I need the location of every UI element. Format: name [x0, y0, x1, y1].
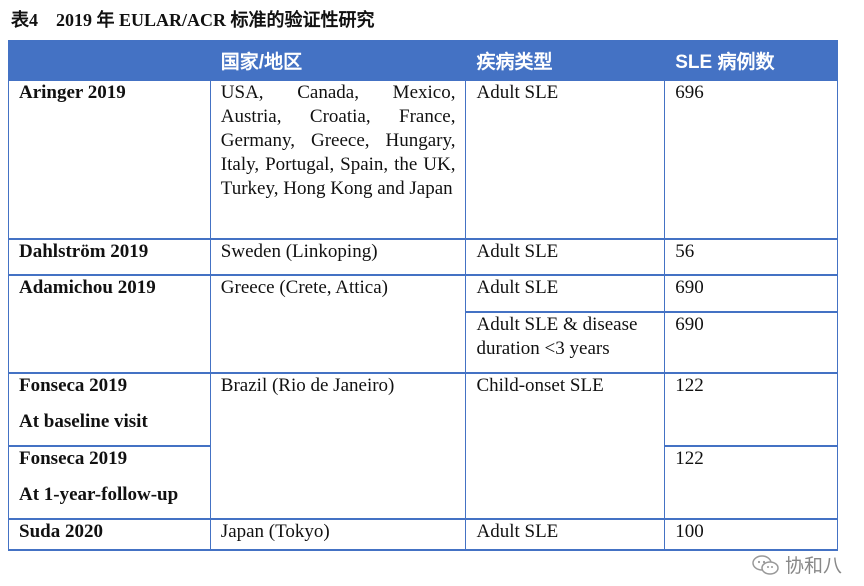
- disease-type-cell: Adult SLE: [465, 274, 666, 312]
- study-name: Dahlström 2019: [8, 238, 211, 275]
- table-row: Adult SLE & disease duration <3 years 69…: [9, 311, 838, 373]
- disease-type-cell: Adult SLE: [465, 238, 666, 275]
- disease-type-cell: Child-onset SLE: [465, 372, 666, 519]
- study-name: Fonseca 2019 At 1-year-follow-up: [8, 445, 211, 519]
- case-count-cell: 690: [664, 311, 838, 373]
- study-name-text: Fonseca 2019: [19, 375, 128, 396]
- header-country: 国家/地区: [209, 40, 467, 81]
- case-count-cell: 100: [664, 518, 838, 551]
- study-name-text: Fonseca 2019: [19, 448, 128, 469]
- header-disease-type: 疾病类型: [465, 40, 666, 81]
- table-row: Dahlström 2019 Sweden (Linkoping) Adult …: [8, 238, 838, 275]
- case-count-cell: 696: [664, 81, 838, 239]
- case-count-cell: 56: [664, 238, 838, 275]
- study-name: Fonseca 2019 At baseline visit: [8, 372, 211, 446]
- case-count-cell: 122: [664, 372, 838, 446]
- table-row: Adamichou 2019 Greece (Crete, Attica) Ad…: [8, 274, 838, 373]
- disease-type-cell: Adult SLE: [465, 81, 666, 239]
- table-row: Fonseca 2019 At 1-year-follow-up 122: [8, 445, 838, 519]
- country-cell: USA, Canada, Mexico, Austria, Croatia, F…: [209, 81, 467, 239]
- country-cell: Sweden (Linkoping): [209, 238, 467, 275]
- study-subtitle: At baseline visit: [19, 411, 148, 432]
- disease-type-cell: Adult SLE & disease duration <3 years: [465, 311, 666, 373]
- table-row: Aringer 2019 USA, Canada, Mexico, Austri…: [8, 81, 838, 239]
- header-study: [8, 40, 211, 81]
- table-row: Suda 2020 Japan (Tokyo) Adult SLE 100: [8, 518, 838, 551]
- study-name: Suda 2020: [8, 518, 211, 551]
- wechat-icon: [752, 554, 779, 575]
- table-title: 表4 2019 年 EULAR/ACR 标准的验证性研究: [11, 10, 375, 30]
- table-row: Fonseca 2019 At baseline visit Brazil (R…: [8, 372, 838, 519]
- case-count-cell: 122: [664, 445, 838, 519]
- case-count-cell: 690: [664, 274, 838, 312]
- country-cell: Brazil (Rio de Janeiro): [209, 372, 467, 519]
- country-cell: Greece (Crete, Attica): [209, 274, 467, 373]
- watermark: 协和八: [751, 551, 842, 578]
- header-sle-count: SLE 病例数: [664, 40, 838, 81]
- header-row: 国家/地区 疾病类型 SLE 病例数: [8, 40, 838, 81]
- study-name: Aringer 2019: [8, 81, 211, 239]
- country-cell: Japan (Tokyo): [209, 518, 467, 551]
- study-name: Adamichou 2019: [8, 274, 211, 373]
- study-subtitle: At 1-year-follow-up: [19, 484, 179, 505]
- watermark-text: 协和八: [784, 555, 842, 577]
- validation-table: 国家/地区 疾病类型 SLE 病例数 Aringer 2019 USA, Can…: [8, 40, 838, 551]
- disease-type-cell: Adult SLE: [465, 518, 666, 551]
